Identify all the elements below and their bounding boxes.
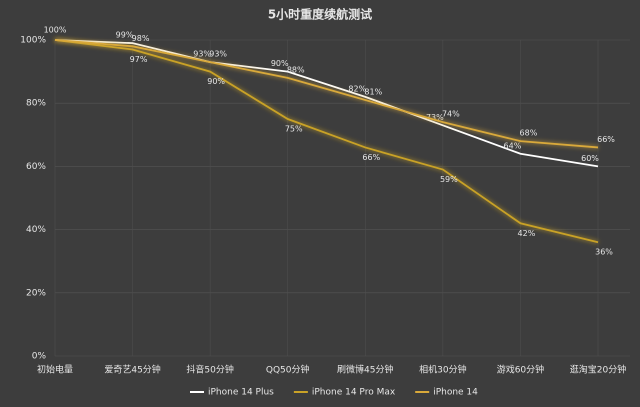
data-label: 88% (287, 65, 305, 74)
data-label: 73% (426, 113, 444, 122)
data-label: 75% (285, 125, 303, 134)
x-tick-label: 刷微博45分钟 (337, 364, 393, 376)
series-line (54, 39, 599, 149)
data-label: 68% (520, 129, 538, 138)
data-label: 90% (207, 77, 225, 86)
data-label: 42% (518, 229, 536, 238)
x-tick-label: 游戏60分钟 (497, 364, 544, 376)
y-tick-label: 60% (26, 162, 46, 172)
series-line (54, 39, 599, 244)
data-label: 100% (44, 26, 67, 35)
legend-label: iPhone 14 Plus (208, 388, 274, 398)
y-tick-label: 40% (26, 225, 46, 235)
data-label: 74% (442, 110, 460, 119)
x-tick-label: 相机30分钟 (419, 364, 466, 376)
legend-label: iPhone 14 Pro Max (312, 388, 396, 398)
y-tick-label: 20% (26, 288, 46, 298)
x-tick-label: 抖音50分钟 (186, 364, 233, 376)
data-label: 81% (364, 88, 382, 97)
legend-label: iPhone 14 (433, 388, 478, 398)
data-label: 66% (362, 153, 380, 162)
x-tick-label: QQ50分钟 (266, 364, 310, 376)
data-label: 36% (595, 248, 613, 257)
data-label: 97% (130, 55, 148, 64)
data-label: 66% (597, 135, 615, 144)
data-label: 98% (132, 34, 150, 43)
chart-title: 5小时重度续航测试 (268, 7, 372, 22)
data-label: 64% (504, 141, 522, 150)
y-tick-label: 80% (26, 99, 46, 109)
y-tick-label: 0% (32, 352, 47, 362)
data-label: 59% (440, 175, 458, 184)
x-tick-label: 初始电量 (37, 364, 73, 376)
data-label: 93% (193, 50, 211, 59)
data-label: 93% (209, 50, 227, 59)
y-tick-label: 100% (20, 36, 46, 46)
x-tick-label: 爱奇艺45分钟 (104, 364, 160, 376)
series-line (54, 39, 599, 168)
data-label: 82% (348, 84, 366, 93)
x-tick-label: 逛淘宝20分钟 (570, 364, 626, 376)
data-label: 60% (581, 154, 599, 163)
data-label: 90% (271, 59, 289, 68)
data-label: 99% (116, 31, 134, 40)
